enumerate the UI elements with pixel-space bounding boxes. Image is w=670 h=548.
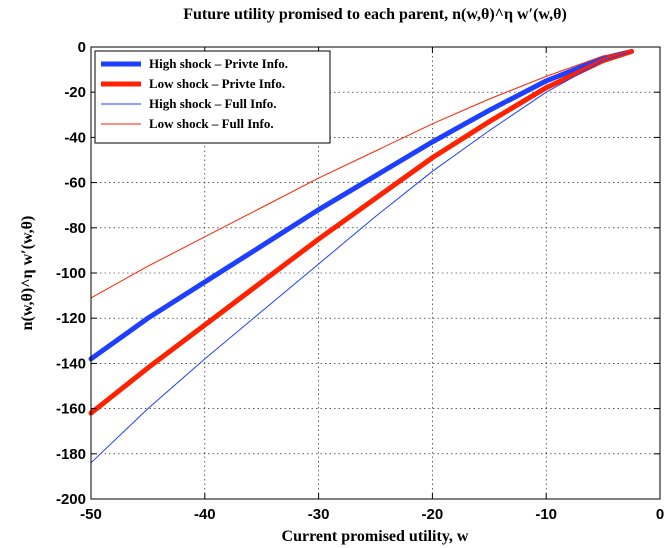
y-tick-label: -120	[56, 310, 86, 327]
y-tick-label: -160	[56, 401, 86, 418]
x-axis-label: Current promised utility, w	[282, 528, 469, 545]
legend-entry-label: High shock – Full Info.	[149, 96, 277, 111]
y-tick-label: -40	[64, 129, 86, 146]
y-tick-label: -100	[56, 265, 86, 282]
series-line-4	[90, 51, 632, 299]
x-tick-label: -30	[308, 506, 330, 523]
y-axis-label: n(w,θ)^η w′(w,θ)	[19, 216, 36, 331]
x-tick-label: -10	[535, 506, 557, 523]
series-lines	[88, 49, 634, 464]
y-tick-label: -20	[64, 84, 86, 101]
legend-entry-label: Low shock – Full Info.	[149, 116, 274, 131]
axis-ticks: -50 -40 -30 -20 -10 00-20-40-60-80-100-120-14…	[56, 39, 664, 523]
y-tick-label: -180	[56, 446, 86, 463]
x-tick-label: -20	[422, 506, 444, 523]
x-tick-label: -40	[194, 506, 216, 523]
y-tick-label: -200	[56, 491, 86, 508]
y-tick-label: -60	[64, 175, 86, 192]
series-line-2	[88, 49, 634, 416]
legend-entry-label: Low shock – Privte Info.	[149, 76, 285, 91]
legend-entry-label: High shock – Privte Info.	[149, 56, 288, 71]
y-tick-label: 0	[78, 39, 86, 56]
x-tick-label: 0	[656, 506, 664, 523]
y-tick-label: -140	[56, 355, 86, 372]
y-tick-label: -80	[64, 220, 86, 237]
x-tick-label: -50	[80, 506, 102, 523]
series-line-1	[88, 49, 634, 362]
series-line-3	[90, 51, 632, 464]
legend: High shock – Privte Info. Low shock – Pri…	[94, 50, 331, 144]
chart-title: Future utility promised to each parent, …	[183, 6, 567, 23]
